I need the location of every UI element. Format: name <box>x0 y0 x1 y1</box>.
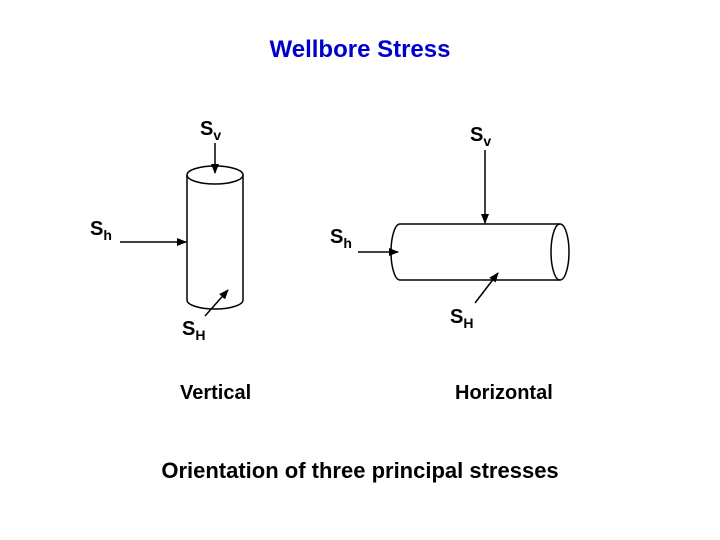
vertical-caption: Vertical <box>180 382 251 405</box>
horizontal-sv-sub: v <box>483 133 491 149</box>
horizontal-sh-label: Sh <box>330 226 352 251</box>
horizontal-sH-base: S <box>450 306 463 328</box>
horizontal-sv-label: Sv <box>470 124 491 149</box>
horizontal-sH-label: SH <box>450 306 473 331</box>
horizontal-sH-sub: H <box>463 315 473 331</box>
vertical-sh-sub: h <box>103 227 112 243</box>
vertical-sv-label: Sv <box>200 118 221 143</box>
vertical-sv-base: S <box>200 118 213 140</box>
vertical-sH-base: S <box>182 318 195 340</box>
vertical-sh-label: Sh <box>90 218 112 243</box>
horizontal-sv-base: S <box>470 124 483 146</box>
horizontal-sh-base: S <box>330 226 343 248</box>
vertical-sH-label: SH <box>182 318 205 343</box>
vertical-sh-base: S <box>90 218 103 240</box>
vertical-sH-sub: H <box>195 327 205 343</box>
horizontal-caption: Horizontal <box>455 382 553 405</box>
horizontal-sh-sub: h <box>343 235 352 251</box>
vertical-sv-sub: v <box>213 127 221 143</box>
page-caption: Orientation of three principal stresses <box>0 458 720 484</box>
